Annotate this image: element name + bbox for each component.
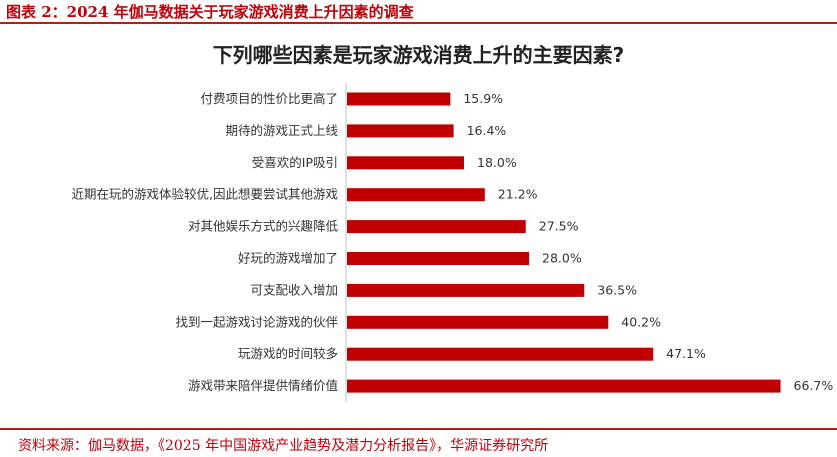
bar bbox=[347, 379, 781, 393]
value-label: 66.7% bbox=[794, 378, 834, 393]
value-label: 28.0% bbox=[542, 251, 582, 266]
figure-footer: 资料来源：伽马数据，《2025 年中国游戏产业趋势及潜力分析报告》，华源证券研究… bbox=[0, 428, 837, 457]
category-label: 找到一起游戏讨论游戏的伙伴 bbox=[175, 314, 338, 329]
category-label: 付费项目的性价比更高了 bbox=[200, 91, 338, 106]
category-label: 近期在玩的游戏体验较优,因此想要尝试其他游戏 bbox=[72, 187, 338, 202]
category-label: 玩游戏的时间较多 bbox=[238, 346, 338, 361]
category-label: 可支配收入增加 bbox=[250, 282, 338, 297]
bar bbox=[347, 188, 485, 202]
value-label: 40.2% bbox=[621, 314, 661, 329]
category-label: 受喜欢的IP吸引 bbox=[252, 155, 338, 170]
bar bbox=[347, 92, 451, 106]
category-label: 对其他娱乐方式的兴趣降低 bbox=[188, 219, 339, 234]
bar bbox=[347, 315, 609, 329]
bar bbox=[347, 283, 585, 297]
value-label: 18.0% bbox=[477, 155, 517, 170]
bar bbox=[347, 220, 526, 234]
value-label: 47.1% bbox=[666, 346, 706, 361]
value-label: 15.9% bbox=[463, 91, 503, 106]
figure-header: 图表 2：2024 年伽马数据关于玩家游戏消费上升因素的调查 bbox=[0, 0, 837, 24]
value-label: 16.4% bbox=[467, 123, 507, 138]
figure-source: 资料来源：伽马数据，《2025 年中国游戏产业趋势及潜力分析报告》，华源证券研究… bbox=[18, 438, 549, 454]
category-label: 好玩的游戏增加了 bbox=[238, 251, 338, 266]
bar bbox=[347, 124, 454, 138]
value-label: 27.5% bbox=[539, 219, 579, 234]
category-label: 游戏带来陪伴提供情绪价值 bbox=[188, 378, 338, 393]
value-label: 36.5% bbox=[597, 282, 637, 297]
figure-title: 图表 2：2024 年伽马数据关于玩家游戏消费上升因素的调查 bbox=[6, 3, 414, 21]
value-label: 21.2% bbox=[498, 187, 538, 202]
bar bbox=[347, 252, 529, 265]
bar bbox=[347, 156, 464, 170]
chart-title: 下列哪些因素是玩家游戏消费上升的主要因素? bbox=[212, 43, 625, 67]
category-label: 期待的游戏正式上线 bbox=[225, 123, 338, 138]
bar bbox=[347, 347, 654, 361]
